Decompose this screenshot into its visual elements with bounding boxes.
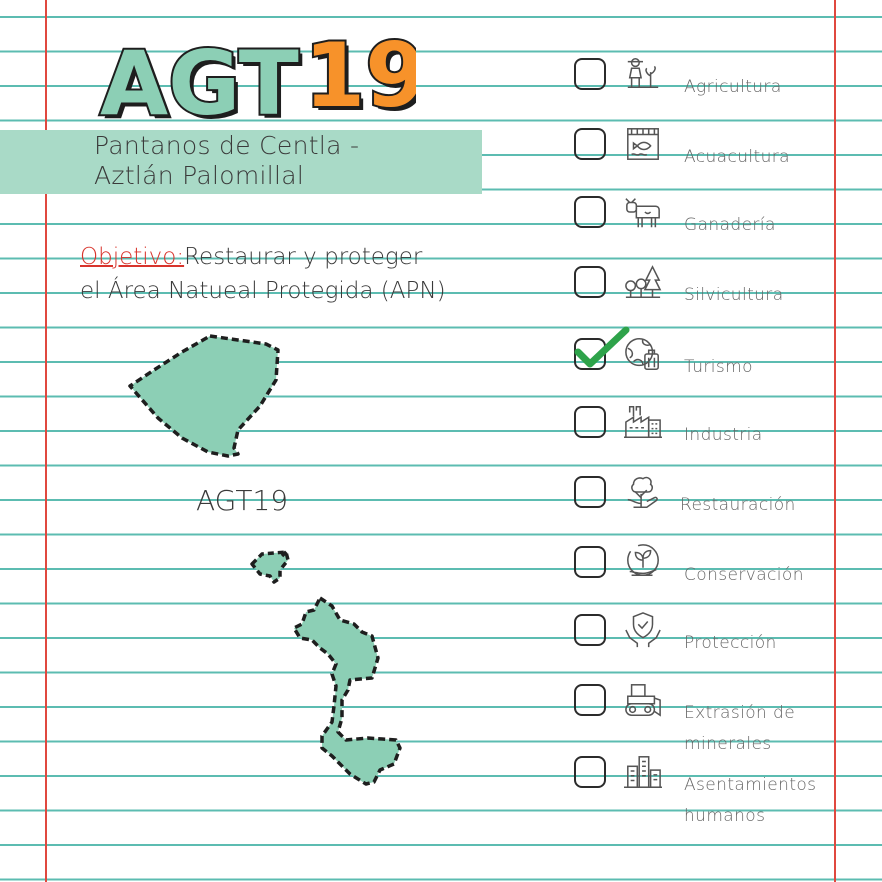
checklist-label: Restauración: [680, 495, 796, 515]
checkbox[interactable]: [574, 546, 606, 578]
objective-block: Objetivo:Restaurar y proteger el Área Na…: [80, 240, 540, 308]
checklist-item-proteccion[interactable]: Protección: [574, 612, 834, 674]
checklist-item-agricultura[interactable]: Agricultura: [574, 58, 834, 118]
checklist-item-industria[interactable]: Industria: [574, 406, 834, 466]
checklist-label-line1: Asentamientos: [684, 775, 817, 795]
checklist-item-asentamientos-humanos[interactable]: Asentamientos humanos: [574, 756, 834, 826]
objective-text-line2: el Área Natueal Protegida (APN): [80, 278, 446, 304]
objective-text-line1: Restaurar y proteger: [184, 244, 423, 270]
checkbox[interactable]: [574, 196, 606, 228]
checklist-item-acuacultura[interactable]: Acuacultura: [574, 128, 834, 188]
checklist-item-silvicultura[interactable]: Silvicultura: [574, 265, 834, 326]
checklist-item-ganaderia[interactable]: Ganadería: [574, 196, 834, 256]
left-margin-line: [45, 0, 47, 882]
checkbox[interactable]: [574, 266, 606, 298]
checklist-item-extrasion-de-minerales[interactable]: Extrasión de minerales: [574, 684, 834, 754]
checklist-label: Protección: [684, 633, 777, 653]
bulldozer-icon: [625, 684, 661, 717]
checklist-item-turismo[interactable]: Turismo: [574, 326, 834, 398]
checklist-label: Conservación: [684, 565, 804, 585]
site-name-line1: Pantanos de Centla -: [94, 131, 360, 160]
logo-number-shadow: 19: [308, 34, 416, 131]
checkbox[interactable]: [574, 684, 606, 716]
checkbox[interactable]: [574, 128, 606, 160]
checklist-item-restauracion[interactable]: Restauración: [574, 476, 834, 536]
map-region-south: [292, 596, 402, 786]
checkbox[interactable]: [574, 58, 606, 90]
factory-icon: [624, 406, 662, 438]
checklist-label: Turismo: [684, 357, 753, 377]
fish-pond-icon: [627, 128, 659, 160]
right-margin-line: [834, 0, 836, 882]
checklist-item-conservacion[interactable]: Conservación: [574, 544, 834, 606]
checkbox[interactable]: [574, 406, 606, 438]
farmer-icon: [627, 58, 659, 89]
logo-number: 19: [304, 34, 416, 127]
agt19-logo: AGT AGT 19 19: [98, 34, 416, 134]
logo-prefix-shadow: AGT: [104, 36, 303, 134]
map-label: AGT19: [196, 484, 289, 517]
sprout-hand-icon: [627, 544, 659, 577]
checkbox[interactable]: [574, 614, 606, 646]
checkmark-icon: [574, 326, 630, 368]
objective-label: Objetivo:: [80, 244, 185, 270]
checkbox[interactable]: [574, 476, 606, 508]
site-name-line2: Aztlán Palomillal: [94, 161, 305, 190]
checklist-label: Industria: [684, 425, 763, 445]
checklist-label-line1: Extrasión de: [684, 703, 796, 723]
subtitle-banner: [0, 130, 482, 194]
checklist-label-line2: minerales: [684, 734, 772, 754]
checklist-label-line2: humanos: [684, 806, 766, 826]
checklist-label: Agricultura: [684, 77, 782, 97]
map-region-north: [128, 334, 280, 458]
area-map: [128, 334, 402, 786]
trees-icon: [625, 265, 662, 298]
cow-icon: [625, 198, 660, 228]
checklist-label: Silvicultura: [684, 285, 784, 305]
logo-prefix: AGT: [100, 34, 299, 134]
city-icon: [624, 756, 662, 788]
checklist-label: Ganadería: [684, 215, 776, 235]
globe-luggage-icon: [625, 338, 659, 370]
objective-line1: Objetivo:Restaurar y proteger: [80, 240, 540, 274]
site-name: Pantanos de Centla - Aztlán Palomillal: [94, 131, 474, 191]
checklist-label: Acuacultura: [684, 147, 790, 167]
shield-hands-icon: [625, 612, 661, 648]
tree-hand-icon: [627, 476, 658, 508]
map-region-islet: [250, 548, 290, 584]
checkbox[interactable]: [574, 756, 606, 788]
